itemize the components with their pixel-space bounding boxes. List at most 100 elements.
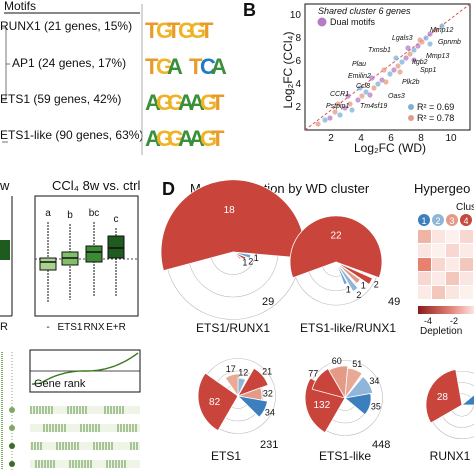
rose-count: 29: [262, 296, 274, 308]
box-letter: bc: [89, 208, 100, 219]
motif-label-ets1-like: ETS1-like (90 genes, 63%): [0, 128, 143, 142]
scatter-point: [371, 85, 377, 91]
rank-strip: [30, 442, 140, 450]
scatter-gene-label: Pstpip1: [326, 103, 349, 110]
motif-logo-letter: G: [156, 18, 173, 43]
scatter-legend: Dual motifs: [330, 17, 376, 27]
scatter-point: [355, 97, 361, 103]
rose-wedge: [344, 367, 363, 400]
rose-name: ETS1/RUNX1: [196, 321, 270, 335]
hyper-title: Hypergeo: [414, 181, 470, 196]
scatter-point: [387, 71, 393, 77]
motif-logo-letter: T: [211, 126, 225, 151]
rank-dot: [9, 425, 15, 431]
heatmap-cell: [418, 244, 431, 257]
heatmap-cell: [446, 286, 459, 299]
scatter-point: [395, 63, 401, 69]
scatter-point: [359, 93, 365, 99]
motif-logo-letter: A: [167, 54, 183, 79]
cluster-badge: [460, 214, 472, 226]
motif-label-ap1: AP1 (24 genes, 17%): [12, 56, 126, 70]
rose-count: 49: [388, 296, 400, 308]
legend-dual-motif-marker: [317, 17, 327, 27]
rose-name: ETS1-like: [319, 449, 371, 463]
rose-wedge-label: 2: [374, 279, 379, 289]
motif-logo-letter: A: [211, 54, 227, 79]
rank-dot: [9, 407, 15, 413]
motif-logo-letter: G: [178, 18, 195, 43]
scatter-gene-label: Ccl8: [356, 83, 370, 90]
motif-logo-letter: G: [156, 90, 173, 115]
rose-charts: 12118ETS1/RUNX129212122ETS1-like/RUNX149…: [160, 179, 474, 463]
scatter-point: [423, 35, 429, 41]
rose-wedge-label: 51: [352, 359, 362, 369]
motif-label-ets1: ETS1 (59 genes, 42%): [0, 92, 121, 106]
rose-wedge: [328, 365, 349, 400]
scatter-point: [363, 89, 369, 95]
rank-curve: [31, 352, 139, 385]
rose-count: 231: [260, 439, 278, 451]
scatter-point: [349, 107, 355, 113]
scatter-point: [417, 37, 423, 43]
heatmap-cell: [460, 230, 473, 243]
scale-tick-1: -4: [424, 316, 432, 326]
scatter-xtick: 4: [358, 133, 364, 144]
scatter-point: [367, 92, 373, 98]
rose-big-label: 82: [209, 397, 221, 408]
scatter-gene-label: Oas3: [388, 93, 405, 100]
scatter-gene-label: Mmp12: [430, 27, 453, 34]
heatmap-cell: [446, 258, 459, 271]
rose-name: ETS1-like/RUNX1: [300, 321, 396, 335]
motif-logo-letter: T: [145, 18, 159, 43]
scatter-gene-label: Tm4sf19: [360, 103, 387, 110]
scatter-point: [399, 59, 405, 65]
r2-blue-marker: [408, 104, 414, 110]
rank-strip: [30, 424, 140, 432]
rose-chart: 121 18 ETS1/RUNX1 29: [160, 179, 306, 335]
scatter-point: [397, 69, 403, 75]
rose-wedge-label: 60: [332, 356, 342, 366]
rose-wedge: [335, 261, 374, 285]
rank-dot: [9, 443, 15, 449]
partial-tick: R: [0, 321, 8, 333]
scatter-gene-label: Plk2b: [402, 79, 420, 86]
rank-strips: [9, 406, 140, 468]
scatter-points: [315, 23, 445, 127]
scatter-point: [433, 27, 439, 33]
scatter-gene-label: Spp1: [420, 67, 436, 74]
scatter-point: [375, 81, 381, 87]
cluster-badge-label: 2: [435, 216, 440, 226]
rose-wedge: [237, 367, 269, 397]
scatter-gene-label: Plau: [352, 61, 366, 68]
rose-wedge: [224, 373, 241, 398]
scatter-title: Shared cluster 6 genes: [318, 6, 411, 16]
scatter-point: [391, 67, 397, 73]
scatter-ytick: 4: [295, 79, 301, 90]
heatmap-cell: [418, 230, 431, 243]
scatter-point: [332, 109, 338, 115]
scatter-point: [403, 55, 409, 61]
rose-wedge-label: 21: [262, 367, 272, 377]
scatter-ytick: 2: [295, 102, 301, 113]
scatter-point: [405, 45, 411, 51]
box-body: [107, 235, 125, 259]
rose-big-label: 22: [330, 230, 342, 241]
scatter-gene-label: Emilin2: [348, 73, 371, 80]
rose-big-wedge: [425, 369, 463, 424]
scatter-point: [393, 55, 399, 61]
motif-logo-letter: G: [156, 126, 173, 151]
boxplot-panel: CCl₄ 8w vs. ctrl a b bc c - ETS1 RNX E+R: [34, 178, 140, 333]
heatmap-cell: [460, 258, 473, 271]
rose-wedge-label: 1: [346, 284, 351, 294]
motif-logo-letter: T: [189, 54, 203, 79]
heatmap-cell: [432, 230, 445, 243]
rose-big-label: 132: [313, 400, 330, 411]
scatter-gene-label: Txnsb1: [368, 47, 391, 54]
scatter-gene-label: Lgals3: [392, 35, 413, 42]
panel-label-d: D: [162, 179, 175, 199]
scatter-point: [411, 57, 417, 63]
